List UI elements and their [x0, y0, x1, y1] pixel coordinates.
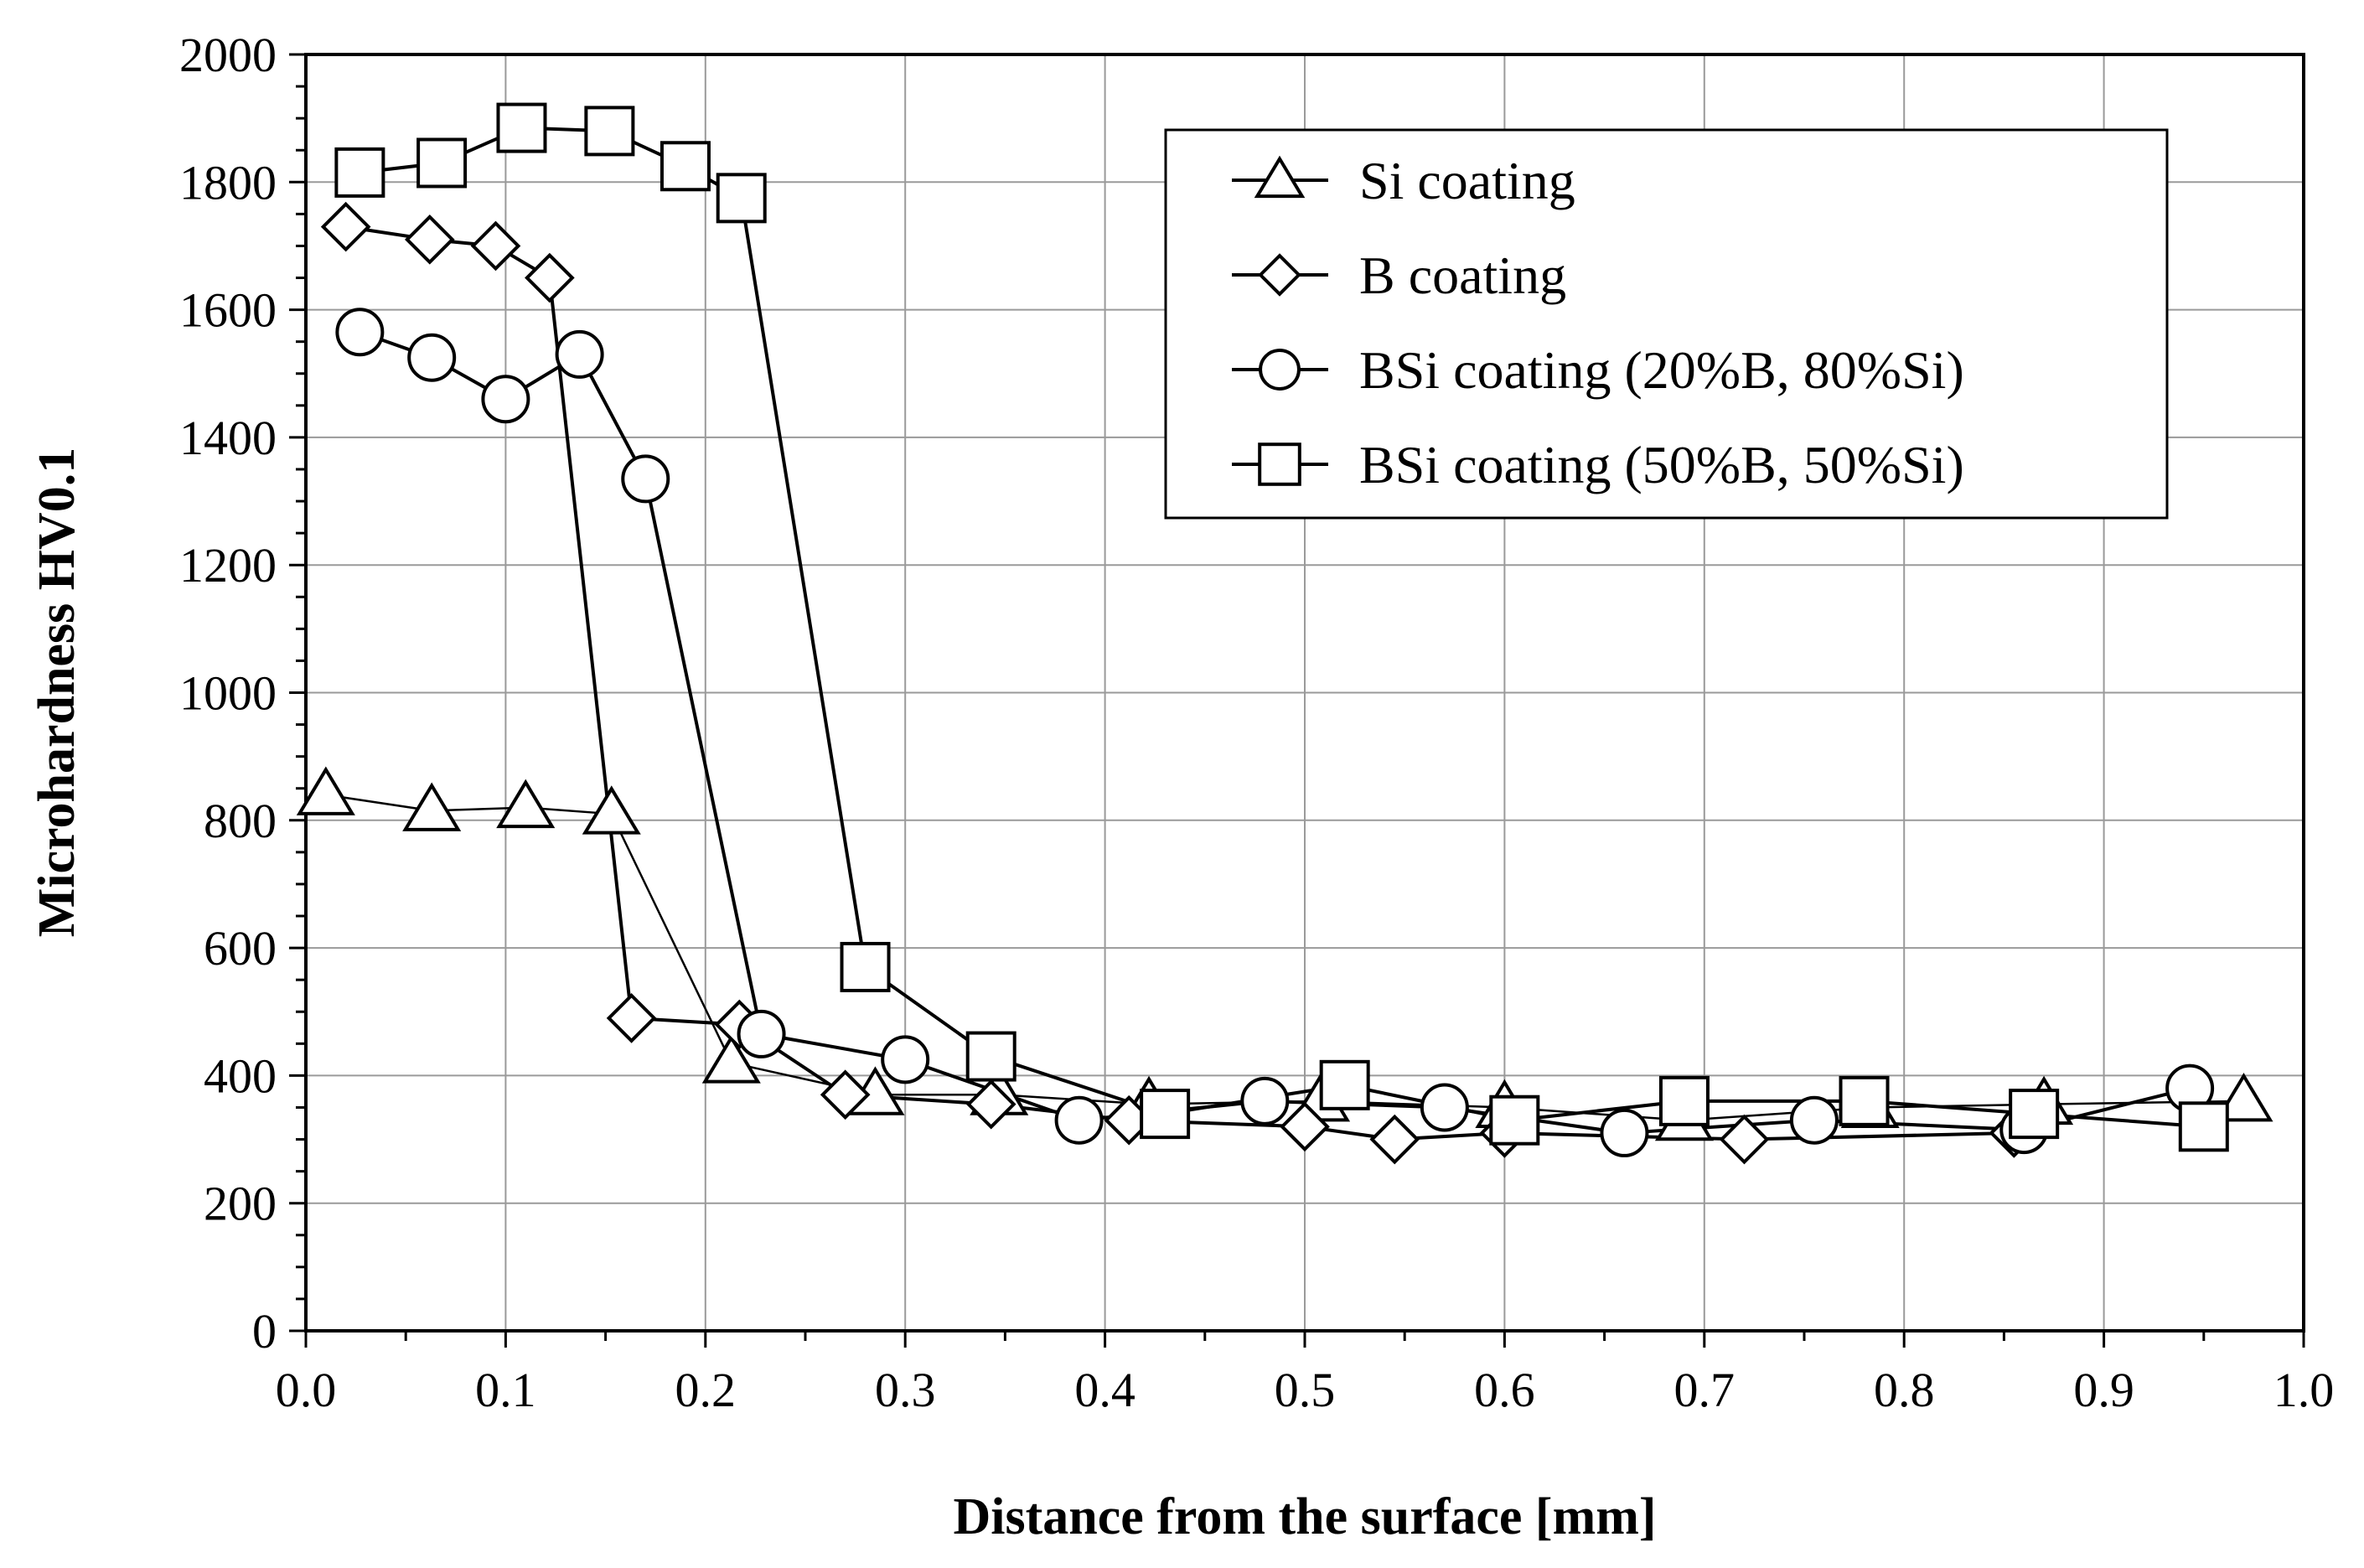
legend-item: B coating — [1232, 246, 1566, 305]
x-tick-label: 0.2 — [675, 1363, 737, 1417]
series-markers-circle — [335, 308, 2215, 1157]
y-tick-label: 1000 — [179, 666, 277, 721]
legend-label: Si coating — [1359, 151, 1575, 210]
data-point-circle — [335, 308, 385, 357]
data-point-diamond — [525, 252, 575, 303]
data-point-square — [1489, 1094, 1540, 1146]
triangle-icon — [1254, 155, 1306, 199]
y-tick-label: 800 — [204, 794, 277, 848]
data-point-diamond — [1369, 1114, 1420, 1165]
data-point-square — [1839, 1075, 1890, 1126]
data-point-square — [660, 141, 711, 192]
x-tick-label: 0.9 — [2073, 1363, 2134, 1417]
data-point-circle — [1420, 1083, 1469, 1132]
y-tick-label: 600 — [204, 921, 277, 975]
data-point-circle — [621, 454, 670, 504]
data-point-triangle — [2214, 1072, 2273, 1122]
data-point-square — [1140, 1089, 1191, 1140]
data-point-circle — [737, 1009, 786, 1058]
square-icon — [1258, 442, 1301, 486]
data-point-diamond — [320, 201, 371, 252]
data-point-circle — [881, 1035, 930, 1084]
legend-label: B coating — [1359, 246, 1566, 305]
ticks: 0.0 0.1 0.2 0.3 0.4 0.5 0.6 0.7 0.8 0.9 1.0 0 200 400… — [179, 28, 2334, 1417]
data-point-circle — [407, 333, 457, 382]
data-point-triangle — [296, 766, 355, 815]
y-tick-label: 1400 — [179, 411, 277, 465]
circle-icon — [1259, 349, 1301, 391]
data-point-square — [2009, 1089, 2060, 1140]
y-tick-label: 1200 — [179, 538, 277, 593]
series-markers-triangle — [296, 766, 2273, 1141]
y-tick-label: 1600 — [179, 283, 277, 338]
legend-item: BSi coating (50%B, 50%Si) — [1232, 435, 1964, 494]
data-point-square — [965, 1031, 1016, 1082]
data-point-circle — [481, 375, 530, 424]
y-tick-label: 1800 — [179, 155, 277, 210]
data-point-diamond — [404, 215, 455, 265]
data-point-diamond — [606, 993, 657, 1043]
data-point-square — [584, 106, 635, 157]
x-tick-label: 0.1 — [475, 1363, 536, 1417]
data-point-circle — [1789, 1095, 1839, 1145]
data-point-square — [416, 137, 468, 189]
data-point-square — [1658, 1075, 1710, 1126]
data-point-triangle — [701, 1034, 761, 1084]
data-point-square — [496, 102, 547, 153]
y-tick-label: 0 — [252, 1304, 277, 1358]
x-tick-label: 0.3 — [875, 1363, 936, 1417]
legend-label: BSi coating (50%B, 50%Si) — [1359, 435, 1964, 494]
data-point-triangle — [496, 779, 556, 829]
diamond-icon — [1258, 253, 1301, 297]
data-point-square — [716, 173, 767, 224]
legend-box — [1164, 128, 2169, 520]
x-tick-label: 1.0 — [2273, 1363, 2335, 1417]
legend-items: Si coating B coating BSi coating (20%B, 80… — [1232, 151, 1964, 494]
series-markers-square — [334, 102, 2229, 1152]
data-point-circle — [1240, 1076, 1290, 1126]
data-point-square — [840, 941, 891, 992]
data-point-diamond — [1280, 1101, 1330, 1152]
legend-label: BSi coating (20%B, 80%Si) — [1359, 340, 1964, 400]
x-axis-title: Distance from the surface [mm] — [953, 1488, 1656, 1545]
y-tick-label: 2000 — [179, 28, 277, 82]
x-tick-label: 0.4 — [1074, 1363, 1135, 1417]
data-point-triangle — [582, 785, 641, 835]
data-point-diamond — [470, 220, 521, 272]
data-point-triangle — [402, 782, 462, 831]
data-point-square — [1319, 1059, 1370, 1110]
legend-item: BSi coating (20%B, 80%Si) — [1232, 340, 1964, 400]
data-point-square — [2178, 1101, 2229, 1152]
series-layer — [296, 102, 2273, 1165]
data-point-diamond — [1719, 1114, 1770, 1165]
data-point-circle — [1054, 1095, 1104, 1145]
data-point-square — [334, 147, 385, 198]
x-tick-label: 0.5 — [1275, 1363, 1336, 1417]
legend-item: Si coating — [1232, 151, 1575, 210]
y-tick-label: 200 — [204, 1177, 277, 1231]
data-point-diamond — [820, 1069, 871, 1120]
data-point-diamond — [965, 1079, 1016, 1130]
x-tick-label: 0.7 — [1674, 1363, 1735, 1417]
data-point-circle — [1600, 1108, 1649, 1157]
y-tick-label: 400 — [204, 1048, 277, 1103]
y-axis-title: Microhardness HV0.1 — [28, 448, 85, 937]
x-tick-label: 0.8 — [1874, 1363, 1935, 1417]
legend: Si coating B coating BSi coating (20%B, 80… — [1164, 128, 2169, 520]
data-point-circle — [555, 329, 604, 379]
x-tick-label: 0.6 — [1474, 1363, 1535, 1417]
x-tick-label: 0.0 — [276, 1363, 337, 1417]
